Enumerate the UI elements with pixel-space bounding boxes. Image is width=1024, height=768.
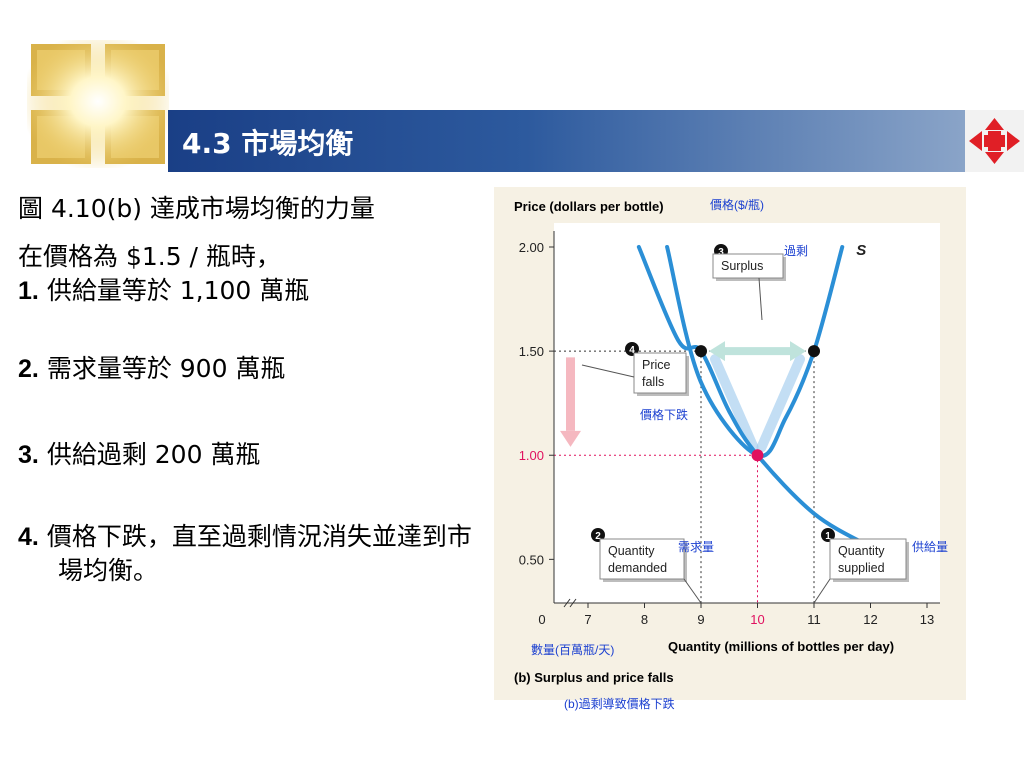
x-axis-label-cn: 數量(百萬瓶/天)	[531, 643, 614, 657]
quantity-demanded-leader-line	[683, 578, 702, 604]
y-tick-label: 1.00	[519, 448, 544, 463]
surplus-cn-label: 過剩	[784, 244, 808, 258]
price-falls-box-text: falls	[642, 375, 664, 389]
price-falls-box-text: Price	[642, 358, 671, 372]
point-equilibrium	[751, 449, 764, 462]
supply-adjust-arrow	[756, 354, 805, 453]
quantity-demanded-box-text: demanded	[608, 561, 667, 575]
x-tick-label: 11	[807, 612, 821, 627]
page-title: 4.3 市場均衡	[182, 127, 354, 160]
quantity-demanded-box-text: Quantity	[608, 544, 655, 558]
point-4: 4. 價格下跌，直至過剩情況消失並達到市場均衡。	[18, 522, 472, 585]
x-tick-label: 8	[641, 612, 648, 627]
x-tick-label: 10	[750, 612, 764, 627]
surplus-arrow-shaft	[723, 347, 792, 356]
four-way-arrow-icon	[969, 118, 1020, 164]
surplus-arrowhead-right	[790, 341, 806, 362]
y-axis-label: Price (dollars per bottle)	[514, 199, 664, 214]
price-falls-box	[633, 352, 687, 394]
y-tick-label: 1.50	[519, 344, 544, 359]
supply-demand-chart: Price (dollars per bottle) 價格($/瓶) SD 0.…	[494, 187, 966, 711]
point-demand-at-1.50	[695, 345, 707, 358]
point-1: 1. 供給量等於 1,100 萬瓶	[18, 276, 310, 305]
x-tick-label: 9	[697, 612, 704, 627]
quantity-supplied-cn-label: 供給量	[912, 540, 948, 554]
logo-icon	[27, 40, 169, 168]
quantity-demanded-marker-number: 2	[595, 531, 601, 542]
quantity-supplied-leader-line	[813, 578, 831, 604]
navigation-button[interactable]	[965, 110, 1024, 172]
surplus-leader-line	[758, 277, 763, 321]
quantity-supplied-box	[829, 538, 907, 580]
chart-caption-cn: (b)過剩導致價格下跌	[564, 696, 675, 711]
surplus-box	[712, 253, 784, 279]
supply-curve-label: S	[856, 242, 866, 259]
x-tick-label: 12	[863, 612, 877, 627]
x-axis-label: Quantity (millions of bottles per day)	[668, 639, 894, 654]
figure-caption: 圖 4.10(b) 達成市場均衡的力量	[18, 194, 375, 223]
x-tick-label: 13	[920, 612, 934, 627]
point-3: 3. 供給過剩 200 萬瓶	[18, 440, 261, 469]
y-tick-label: 0.50	[519, 552, 544, 567]
y-axis-label-cn: 價格($/瓶)	[710, 197, 764, 212]
demand-adjust-arrow	[710, 354, 759, 453]
surplus-marker-number: 3	[718, 247, 724, 258]
price-falls-cn-label: 價格下跌	[640, 407, 688, 422]
price-falls-arrow-shaft	[566, 357, 575, 431]
explanation-panel: 圖 4.10(b) 達成市場均衡的力量 在價格為 $1.5 / 瓶時， 1. 供…	[18, 192, 478, 588]
surplus-box-text: Surplus	[721, 259, 763, 273]
title-bar: 4.3 市場均衡	[168, 110, 965, 172]
intro-text: 在價格為 $1.5 / 瓶時，	[18, 242, 281, 271]
axis-break-mark	[563, 598, 577, 608]
quantity-supplied-box-text: Quantity	[838, 544, 885, 558]
quantity-supplied-marker-number: 1	[825, 531, 831, 542]
quantity-demanded-cn-label: 需求量	[678, 540, 714, 554]
y-tick-label: 2.00	[519, 240, 544, 255]
x-tick-label: 0	[538, 612, 545, 627]
point-2: 2. 需求量等於 900 萬瓶	[18, 354, 286, 383]
x-tick-label: 7	[584, 612, 591, 627]
quantity-supplied-box-text: supplied	[838, 561, 885, 575]
point-supply-at-1.50	[808, 345, 820, 358]
price-falls-arrowhead	[560, 430, 581, 447]
price-falls-leader-line	[581, 364, 635, 378]
surplus-arrowhead-left	[709, 341, 725, 362]
chart-title: (b) Surplus and price falls	[514, 670, 674, 685]
price-falls-marker-number: 4	[629, 345, 635, 356]
quantity-demanded-box	[599, 538, 685, 580]
